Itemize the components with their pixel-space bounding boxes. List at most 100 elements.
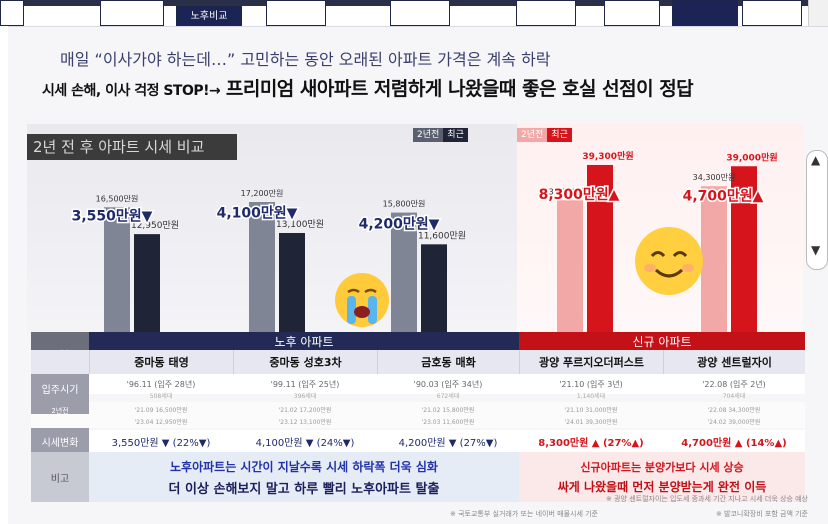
chart-title: 2년 전 후 아파트 시세 비교 — [27, 134, 237, 160]
row-remark: 비고 노후아파트는 시간이 지날수록 시세 하락폭 더욱 심화 더 이상 손해보… — [31, 452, 805, 502]
move-in-0: '96.11 (입주 28년) — [126, 379, 196, 389]
remark-old-line-2: 더 이상 손해보지 말고 하루 빨리 노후아파트 탈출 — [168, 481, 440, 497]
header-old-apartments: 노후 아파트 — [89, 332, 519, 350]
move-in-3: '21.10 (입주 3년) — [559, 379, 623, 389]
bar-before-label-0: 16,500만원 — [96, 194, 139, 203]
row-price-before: 2년전 최근 '21.09 16,500만원'21.02 17,200만원'21… — [31, 402, 805, 430]
footnote-2: ※ 국토교통부 실거래가 또는 네이버 매물시세 기준 — [449, 510, 598, 518]
bar-before-label-1: 17,200만원 — [241, 189, 284, 198]
households-0: 508세대 — [149, 392, 173, 400]
move-in-1: '99.11 (입주 25년) — [270, 379, 340, 389]
nav-tab-4[interactable] — [266, 0, 326, 26]
headline-line-1: 매일 “이사가야 하는데…” 고민하는 동안 오래된 아파트 가격은 계속 하락 — [60, 50, 551, 69]
change-label-2: 4,200만원▼ — [359, 216, 440, 232]
price-before-4: '22.08 34,300만원 — [707, 406, 761, 414]
top-navigation: 노후비교 — [0, 0, 828, 30]
change-label-0: 3,550만원▼ — [72, 209, 153, 225]
row-households: 508세대 396세대 672세대 1,140세대 704세대 — [31, 390, 805, 400]
price-change-4: 4,700만원 ▲ (14%▲) — [681, 437, 787, 449]
legend-new-after: 최근 — [547, 128, 572, 142]
row-price-recent: '23.04 12,950만원 '23.12 13,100만원 '23.03 11,… — [31, 414, 805, 428]
bar-after-1 — [279, 232, 305, 332]
nav-tab-2[interactable] — [100, 0, 164, 26]
price-change-3: 8,300만원 ▲ (27%▲) — [538, 437, 644, 449]
households-2: 672세대 — [436, 392, 460, 400]
legend-old-after: 최근 — [443, 128, 468, 142]
row-apartment-names: 중마동 태영 중마동 성호3차 금호동 매화 광양 푸르지오더퍼스트 광양 센트럴자이 — [31, 350, 805, 374]
remark-new-line-2: 싸게 나왔을때 먼저 분양받는게 완전 이득 — [557, 480, 767, 494]
price-recent-3: '24.01 39,300만원 — [564, 418, 618, 426]
price-recent-2: '23.03 11,600만원 — [421, 418, 475, 426]
table-header-row: 노후 아파트 신규 아파트 — [31, 332, 805, 350]
price-before-1: '21.02 17,200만원 — [278, 406, 332, 414]
price-before-3: '21.10 31,000만원 — [564, 406, 618, 414]
apartment-name-4: 광양 센트럴자이 — [663, 350, 805, 374]
bar-before-label-3: 31,000만원 — [549, 187, 592, 196]
move-in-4: '22.08 (입주 2년) — [702, 379, 766, 389]
apartment-name-0: 중마동 태영 — [89, 350, 233, 374]
bar-before-4 — [701, 186, 727, 332]
bar-before-2 — [391, 212, 417, 332]
legend-new-before: 2년전 — [517, 128, 548, 142]
bar-before-3 — [557, 200, 583, 332]
remark-old-line-1: 노후아파트는 시간이 지날수록 시세 하락폭 더욱 심화 — [170, 459, 438, 474]
bar-after-label-4: 39,000만원 — [726, 151, 777, 163]
nav-tab-old-compare[interactable]: 노후비교 — [176, 6, 242, 26]
price-recent-1: '23.12 13,100만원 — [278, 418, 332, 426]
bar-before-1 — [249, 202, 275, 332]
price-recent-4: '24.02 39,000만원 — [707, 418, 761, 426]
bar-before-0 — [104, 207, 130, 332]
page-scroll-widget[interactable]: ▲ ▼ — [806, 150, 828, 270]
scroll-up-icon[interactable]: ▲ — [811, 153, 821, 167]
price-change-2: 4,200만원 ▼ (27%▼) — [398, 437, 498, 449]
households-1: 396세대 — [293, 392, 317, 400]
apartment-name-3: 광양 푸르지오더퍼스트 — [519, 350, 663, 374]
headline-arrow: → — [209, 83, 221, 99]
nav-scroll-handle[interactable] — [808, 0, 828, 30]
households-3: 1,140세대 — [576, 392, 606, 400]
apartment-name-2: 금호동 매화 — [377, 350, 519, 374]
bar-after-3 — [587, 164, 613, 332]
remark-new: 신규아파트는 분양가보다 시세 상승 싸게 나왔을때 먼저 분양받는게 완전 이… — [519, 452, 805, 502]
nav-tab-6[interactable] — [516, 0, 576, 26]
headline-big-text: 프리미엄 새아파트 저렴하게 나왔을때 좋은 호실 선점이 정답 — [225, 78, 694, 100]
nav-tab-9[interactable] — [742, 0, 802, 26]
legend-new: 2년전 최근 — [517, 128, 572, 142]
price-before-0: '21.09 16,500만원 — [134, 406, 188, 414]
nav-tab-8[interactable] — [672, 0, 738, 26]
header-new-apartments: 신규 아파트 — [519, 332, 805, 350]
bar-after-label-2: 11,600만원 — [418, 230, 466, 241]
label-price-before: 2년전 — [51, 407, 69, 415]
remark-new-line-1: 신규아파트는 분양가보다 시세 상승 — [580, 461, 744, 474]
price-recent-0: '23.04 12,950만원 — [134, 418, 188, 426]
legend-old-before: 2년전 — [413, 128, 444, 142]
bar-after-label-1: 13,100만원 — [276, 219, 324, 230]
bar-after-4 — [731, 166, 757, 332]
bar-after-label-0: 12,950만원 — [131, 220, 179, 231]
nav-tab-1[interactable] — [0, 0, 24, 26]
bar-after-2 — [421, 244, 447, 332]
bar-before-label-4: 34,300만원 — [693, 173, 736, 182]
change-label-3: 8,300만원▲ — [539, 187, 620, 203]
headline-stop-text: 시세 손해, 이사 걱정 STOP! — [42, 83, 210, 99]
change-label-4: 4,700만원▲ — [683, 188, 764, 204]
apartment-name-1: 중마동 성호3차 — [233, 350, 377, 374]
price-change-1: 4,100만원 ▼ (24%▼) — [255, 437, 355, 449]
scroll-down-icon[interactable]: ▼ — [811, 243, 821, 257]
price-chart-panel: 2년 전 후 아파트 시세 비교 2년전 최근 2년전 최근 16,500만원 1… — [27, 124, 803, 334]
bar-after-0 — [134, 234, 160, 332]
footnote-3: ※ 발코니확장비 포함 금액 기준 — [715, 510, 808, 518]
label-change: 시세변화 — [31, 430, 89, 452]
crying-face-icon — [334, 272, 390, 332]
footnote-1: ※ 광양 센트럴자이는 입도세 중과세 기간 지나고 시세 더욱 상승 예상 — [606, 495, 808, 503]
label-move-in: 입주시기 — [31, 374, 89, 402]
smiling-face-icon — [634, 226, 704, 300]
nav-tab-7[interactable] — [604, 0, 660, 26]
change-label-1: 4,100만원▼ — [217, 205, 298, 221]
bar-after-label-3: 39,300만원 — [582, 150, 633, 162]
bar-before-label-2: 15,800만원 — [383, 200, 426, 209]
legend-old: 2년전 최근 — [413, 128, 468, 142]
row-move-in: 입주시기 '96.11 (입주 28년) '99.11 (입주 25년) '90.0… — [31, 374, 805, 402]
nav-tab-5[interactable] — [390, 0, 450, 26]
